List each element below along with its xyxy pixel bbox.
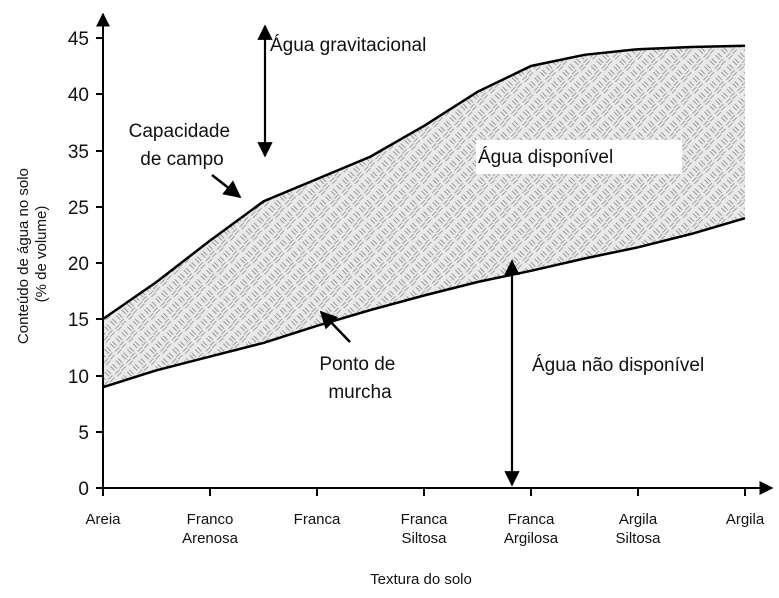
x-tick-label: Franco Arenosa <box>182 511 239 547</box>
wilting-point-line <box>102 217 746 389</box>
y-axis-ticks: 0 5 10 15 20 25 35 40 45 <box>68 29 103 500</box>
x-axis-ticks: Areia Franco Arenosa Franca Franca Siltosa Fra… <box>85 488 765 547</box>
y-tick-label: 45 <box>68 29 89 50</box>
wilting-point-label: Ponto de murcha <box>319 354 400 403</box>
y-tick-label: 20 <box>68 254 89 275</box>
x-tick-label: Areia <box>85 511 121 528</box>
x-tick-label: Franca <box>294 511 341 528</box>
field-capacity-label: Capacidade de campo <box>129 121 236 170</box>
gravitational-water-label: Água gravitacional <box>270 35 426 56</box>
y-tick-label: 40 <box>68 85 89 106</box>
y-tick-label: 10 <box>68 367 89 388</box>
wilting-point-pointer-arrow <box>319 310 351 343</box>
y-axis-title: Conteúdo de água no solo (% de volume) <box>15 164 50 344</box>
available-water-area <box>103 45 745 388</box>
field-capacity-pointer-arrow <box>211 174 242 199</box>
field-capacity-line <box>102 44 746 321</box>
y-tick-label: 25 <box>68 198 89 219</box>
y-tick-label: 35 <box>68 142 89 163</box>
available-water-label: Água disponível <box>478 147 613 168</box>
y-tick-label: 15 <box>68 310 89 331</box>
x-tick-label: Argila Siltosa <box>615 511 661 547</box>
x-tick-label: Franca Argilosa <box>504 511 559 547</box>
y-tick-label: 5 <box>78 423 89 444</box>
x-tick-label: Argila <box>726 511 765 528</box>
y-tick-label: 0 <box>78 479 89 500</box>
available-water-label-bg <box>476 140 682 174</box>
unavailable-water-label: Água não disponível <box>532 355 704 376</box>
x-tick-label: Franca Siltosa <box>401 511 448 547</box>
gravitational-water-label-bg <box>272 30 462 56</box>
x-axis-title: Textura do solo <box>370 571 472 588</box>
